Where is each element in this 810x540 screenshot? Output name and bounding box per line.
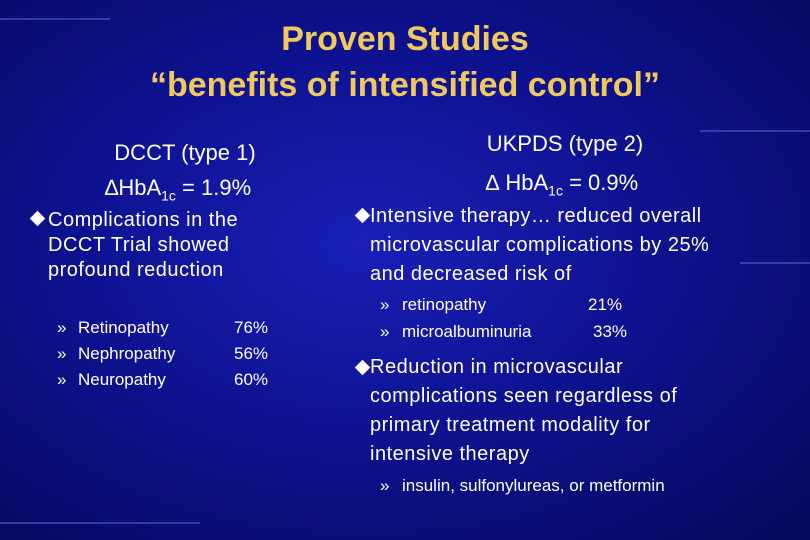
bullet-text: and decreased risk of xyxy=(370,263,572,285)
item-value: 33% xyxy=(593,322,628,341)
item-value: 21% xyxy=(588,295,623,314)
decor-streak xyxy=(700,130,810,132)
item-value: 60% xyxy=(234,370,269,389)
sub-marker: » xyxy=(57,318,67,337)
item-name: insulin, sulfonylureas, or metformin xyxy=(402,476,665,495)
bullet-text: primary treatment modality for xyxy=(370,414,651,436)
item-name: Nephropathy xyxy=(78,344,176,363)
item-value: 76% xyxy=(234,318,269,337)
bullet-text: microvascular complications by 25% xyxy=(370,234,710,256)
heading: UKPDS (type 2) xyxy=(486,131,644,156)
heading: DCCT (type 1) xyxy=(114,140,256,165)
sub-marker: » xyxy=(380,476,390,495)
delta-part: = 1.9% xyxy=(175,175,252,200)
delta-part: ∆ HbA xyxy=(485,170,549,195)
bullet-text: DCCT Trial showed xyxy=(48,234,230,256)
decor-streak xyxy=(0,18,110,20)
bullet-text: intensive therapy xyxy=(370,443,530,465)
decor-streak xyxy=(740,262,810,264)
delta-line: ∆HbA1c = 1.9% xyxy=(105,175,251,203)
item-name: Retinopathy xyxy=(78,318,169,337)
delta-line: ∆ HbA1c = 0.9% xyxy=(486,170,638,198)
bullet-text: Intensive therapy… reduced overall xyxy=(370,205,702,227)
title-line: “benefits of intensified control” xyxy=(149,66,661,104)
decor-streak xyxy=(0,522,200,524)
delta-part: 1c xyxy=(548,182,563,199)
item-value: 56% xyxy=(234,344,269,363)
delta-part: 1c xyxy=(161,187,176,204)
bullet-diamond xyxy=(29,210,46,227)
title-line: Proven Studies xyxy=(281,20,529,58)
bullet-text: Reduction in microvascular xyxy=(370,356,624,378)
bullet-text: Complications in the xyxy=(48,209,239,231)
item-name: retinopathy xyxy=(402,295,487,314)
delta-part: = 0.9% xyxy=(562,170,639,195)
sub-marker: » xyxy=(380,322,390,341)
item-name: Neuropathy xyxy=(78,370,166,389)
bullet-text: complications seen regardless of xyxy=(370,385,678,407)
delta-part: ∆HbA xyxy=(104,175,162,200)
sub-marker: » xyxy=(57,370,67,389)
bullet-text: profound reduction xyxy=(48,259,224,281)
item-name: microalbuminuria xyxy=(402,322,532,341)
bullet-diamond xyxy=(354,207,371,224)
bullet-diamond xyxy=(354,359,371,376)
sub-marker: » xyxy=(57,344,67,363)
sub-marker: » xyxy=(380,295,390,314)
